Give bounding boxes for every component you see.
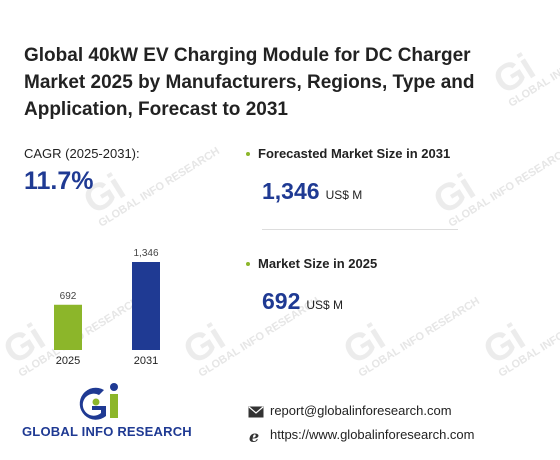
ie-globe-icon: e [249, 428, 259, 444]
logo-text: GLOBAL INFO RESEARCH [22, 424, 192, 439]
bar-2031 [132, 262, 160, 350]
website-contact[interactable]: e https://www.globalinforesearch.com [248, 427, 474, 444]
bar-2025 [54, 304, 82, 350]
website-text[interactable]: https://www.globalinforesearch.com [270, 427, 475, 442]
forecast-unit: US$ M [325, 188, 363, 202]
forecast-value: 1,346 [262, 178, 320, 204]
forecast-stat: Forecasted Market Size in 2031 1,346 US$ … [246, 146, 450, 205]
x-tick-label-2031: 2031 [134, 355, 158, 367]
market-value: 692 [262, 288, 301, 314]
divider [262, 229, 458, 230]
envelope-icon [248, 406, 264, 418]
market-size-bar-chart: 692 2025 1,346 2031 [54, 248, 160, 367]
gi-logo-icon [79, 383, 118, 420]
x-tick-label-2025: 2025 [56, 355, 80, 367]
market-label: Market Size in 2025 [258, 256, 378, 271]
data-label-2025: 692 [60, 291, 77, 302]
report-title: Global 40kW EV Charging Module for DC Ch… [24, 45, 475, 120]
market-stat: Market Size in 2025 692 US$ M [246, 256, 377, 315]
email-text[interactable]: report@globalinforesearch.com [270, 403, 452, 418]
bullet-dot-icon [246, 151, 250, 156]
bullet-dot-icon [246, 261, 250, 266]
cagr-label: CAGR (2025-2031): [24, 146, 140, 161]
email-contact[interactable]: report@globalinforesearch.com [248, 403, 452, 418]
data-label-2031: 1,346 [133, 248, 158, 259]
forecast-label: Forecasted Market Size in 2031 [258, 146, 451, 161]
market-unit: US$ M [306, 298, 344, 312]
cagr-value: 11.7% [24, 167, 94, 195]
svg-text:e: e [249, 428, 259, 444]
